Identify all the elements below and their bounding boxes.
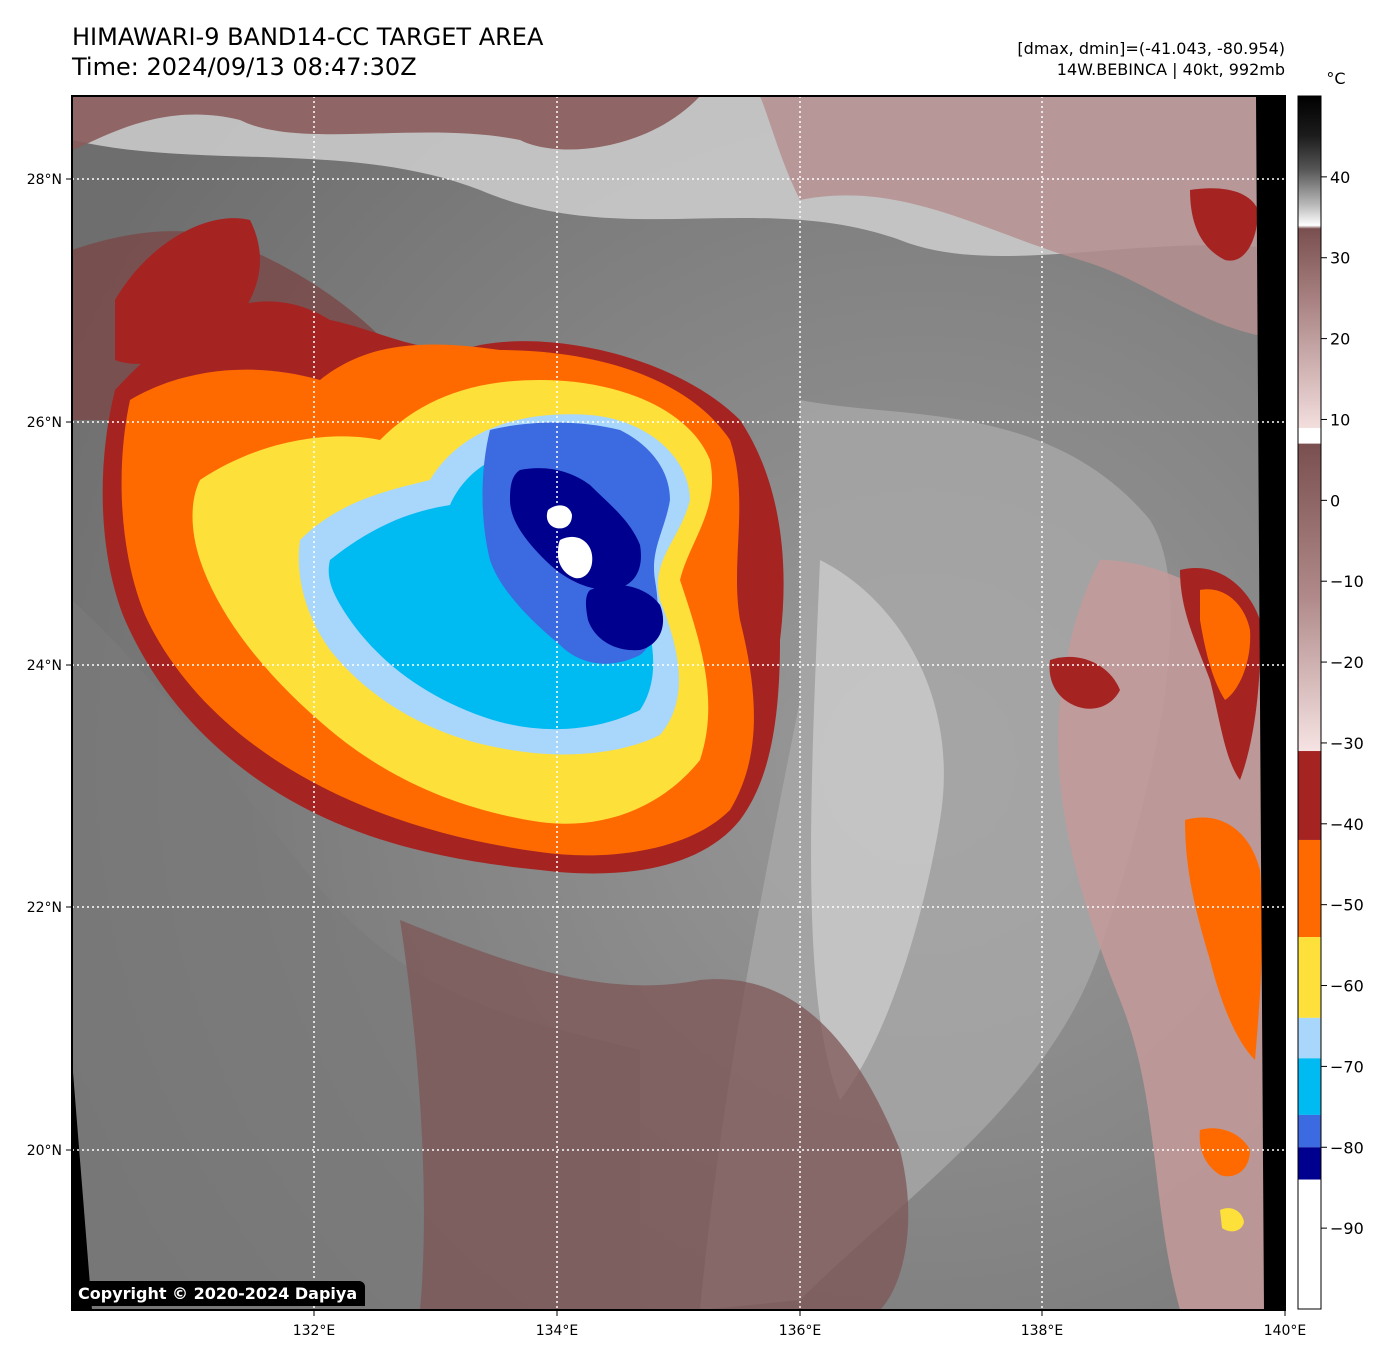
colorbar-tick-label-7: −30 (1330, 734, 1364, 753)
colorbar-tick-label-11: −70 (1330, 1057, 1364, 1076)
colorbar-band-6 (1298, 1114, 1321, 1148)
colorbar-tick-label-12: −80 (1330, 1138, 1364, 1157)
lat-label-24: 24°N (27, 658, 62, 674)
colorbar-band-7 (1298, 1147, 1321, 1180)
colorbar-gradient (1298, 96, 1321, 428)
graticule (72, 96, 1285, 1310)
storm-text: 14W.BEBINCA | 40kt, 992mb (1056, 60, 1285, 79)
title-line-1: HIMAWARI-9 BAND14-CC TARGET AREA (72, 23, 544, 51)
lat-label-26: 26°N (27, 415, 62, 431)
colorbar-band-2 (1298, 839, 1321, 938)
colorbar-tick-label-1: 30 (1330, 249, 1350, 268)
copyright-label: Copyright © 2020-2024 Dapiya (72, 1281, 366, 1306)
lon-axis (313, 1310, 1286, 1316)
map-imagery (72, 96, 1285, 1310)
colorbar-tick-label-0: 40 (1330, 168, 1350, 187)
colorbar-band-8 (1298, 1179, 1321, 1309)
colorbar-warm-gradient (1298, 443, 1321, 752)
lon-label-138: 138°E (1021, 1323, 1064, 1339)
range-text: [dmax, dmin]=(-41.043, -80.954) (1017, 39, 1285, 58)
title-line-2: Time: 2024/09/13 08:47:30Z (72, 53, 417, 81)
lon-label-140: 140°E (1264, 1323, 1307, 1339)
colorbar-tick-label-9: −50 (1330, 896, 1364, 915)
colorbar-tick-label-6: −20 (1330, 653, 1364, 672)
colorbar-band-3 (1298, 937, 1321, 1018)
lat-label-28: 28°N (27, 172, 62, 188)
map-frame (71, 95, 1286, 1311)
lon-label-132: 132°E (293, 1323, 336, 1339)
colorbar-unit: °C (1326, 69, 1345, 88)
colorbar-tick-label-5: −10 (1330, 572, 1364, 591)
colorbar-tick-label-2: 20 (1330, 330, 1350, 349)
lat-axis (66, 178, 72, 1151)
colorbar-band-4 (1298, 1017, 1321, 1059)
lat-label-20: 20°N (27, 1143, 62, 1159)
colorbar-frame (1297, 95, 1322, 1310)
colorbar-tick-label-10: −60 (1330, 977, 1364, 996)
colorbar-tick-label-8: −40 (1330, 815, 1364, 834)
colorbar-tick-label-13: −90 (1330, 1219, 1364, 1238)
info-block: [dmax, dmin]=(-41.043, -80.954) 14W.BEBI… (1017, 38, 1285, 80)
lon-label-136: 136°E (779, 1323, 822, 1339)
colorbar-band-1 (1298, 751, 1321, 840)
lat-label-22: 22°N (27, 900, 62, 916)
lon-label-134: 134°E (536, 1323, 579, 1339)
colorbar: °C 40 30 20 10 0 −10 −20 −30 −40 −50 −60 −70 −80 −90 (1297, 69, 1364, 1310)
colorbar-tick-label-4: 0 (1330, 491, 1340, 510)
colorbar-band-5 (1298, 1058, 1321, 1115)
chart-title: HIMAWARI-9 BAND14-CC TARGET AREA Time: 2… (72, 22, 543, 82)
colorbar-tick-label-3: 10 (1330, 410, 1350, 429)
